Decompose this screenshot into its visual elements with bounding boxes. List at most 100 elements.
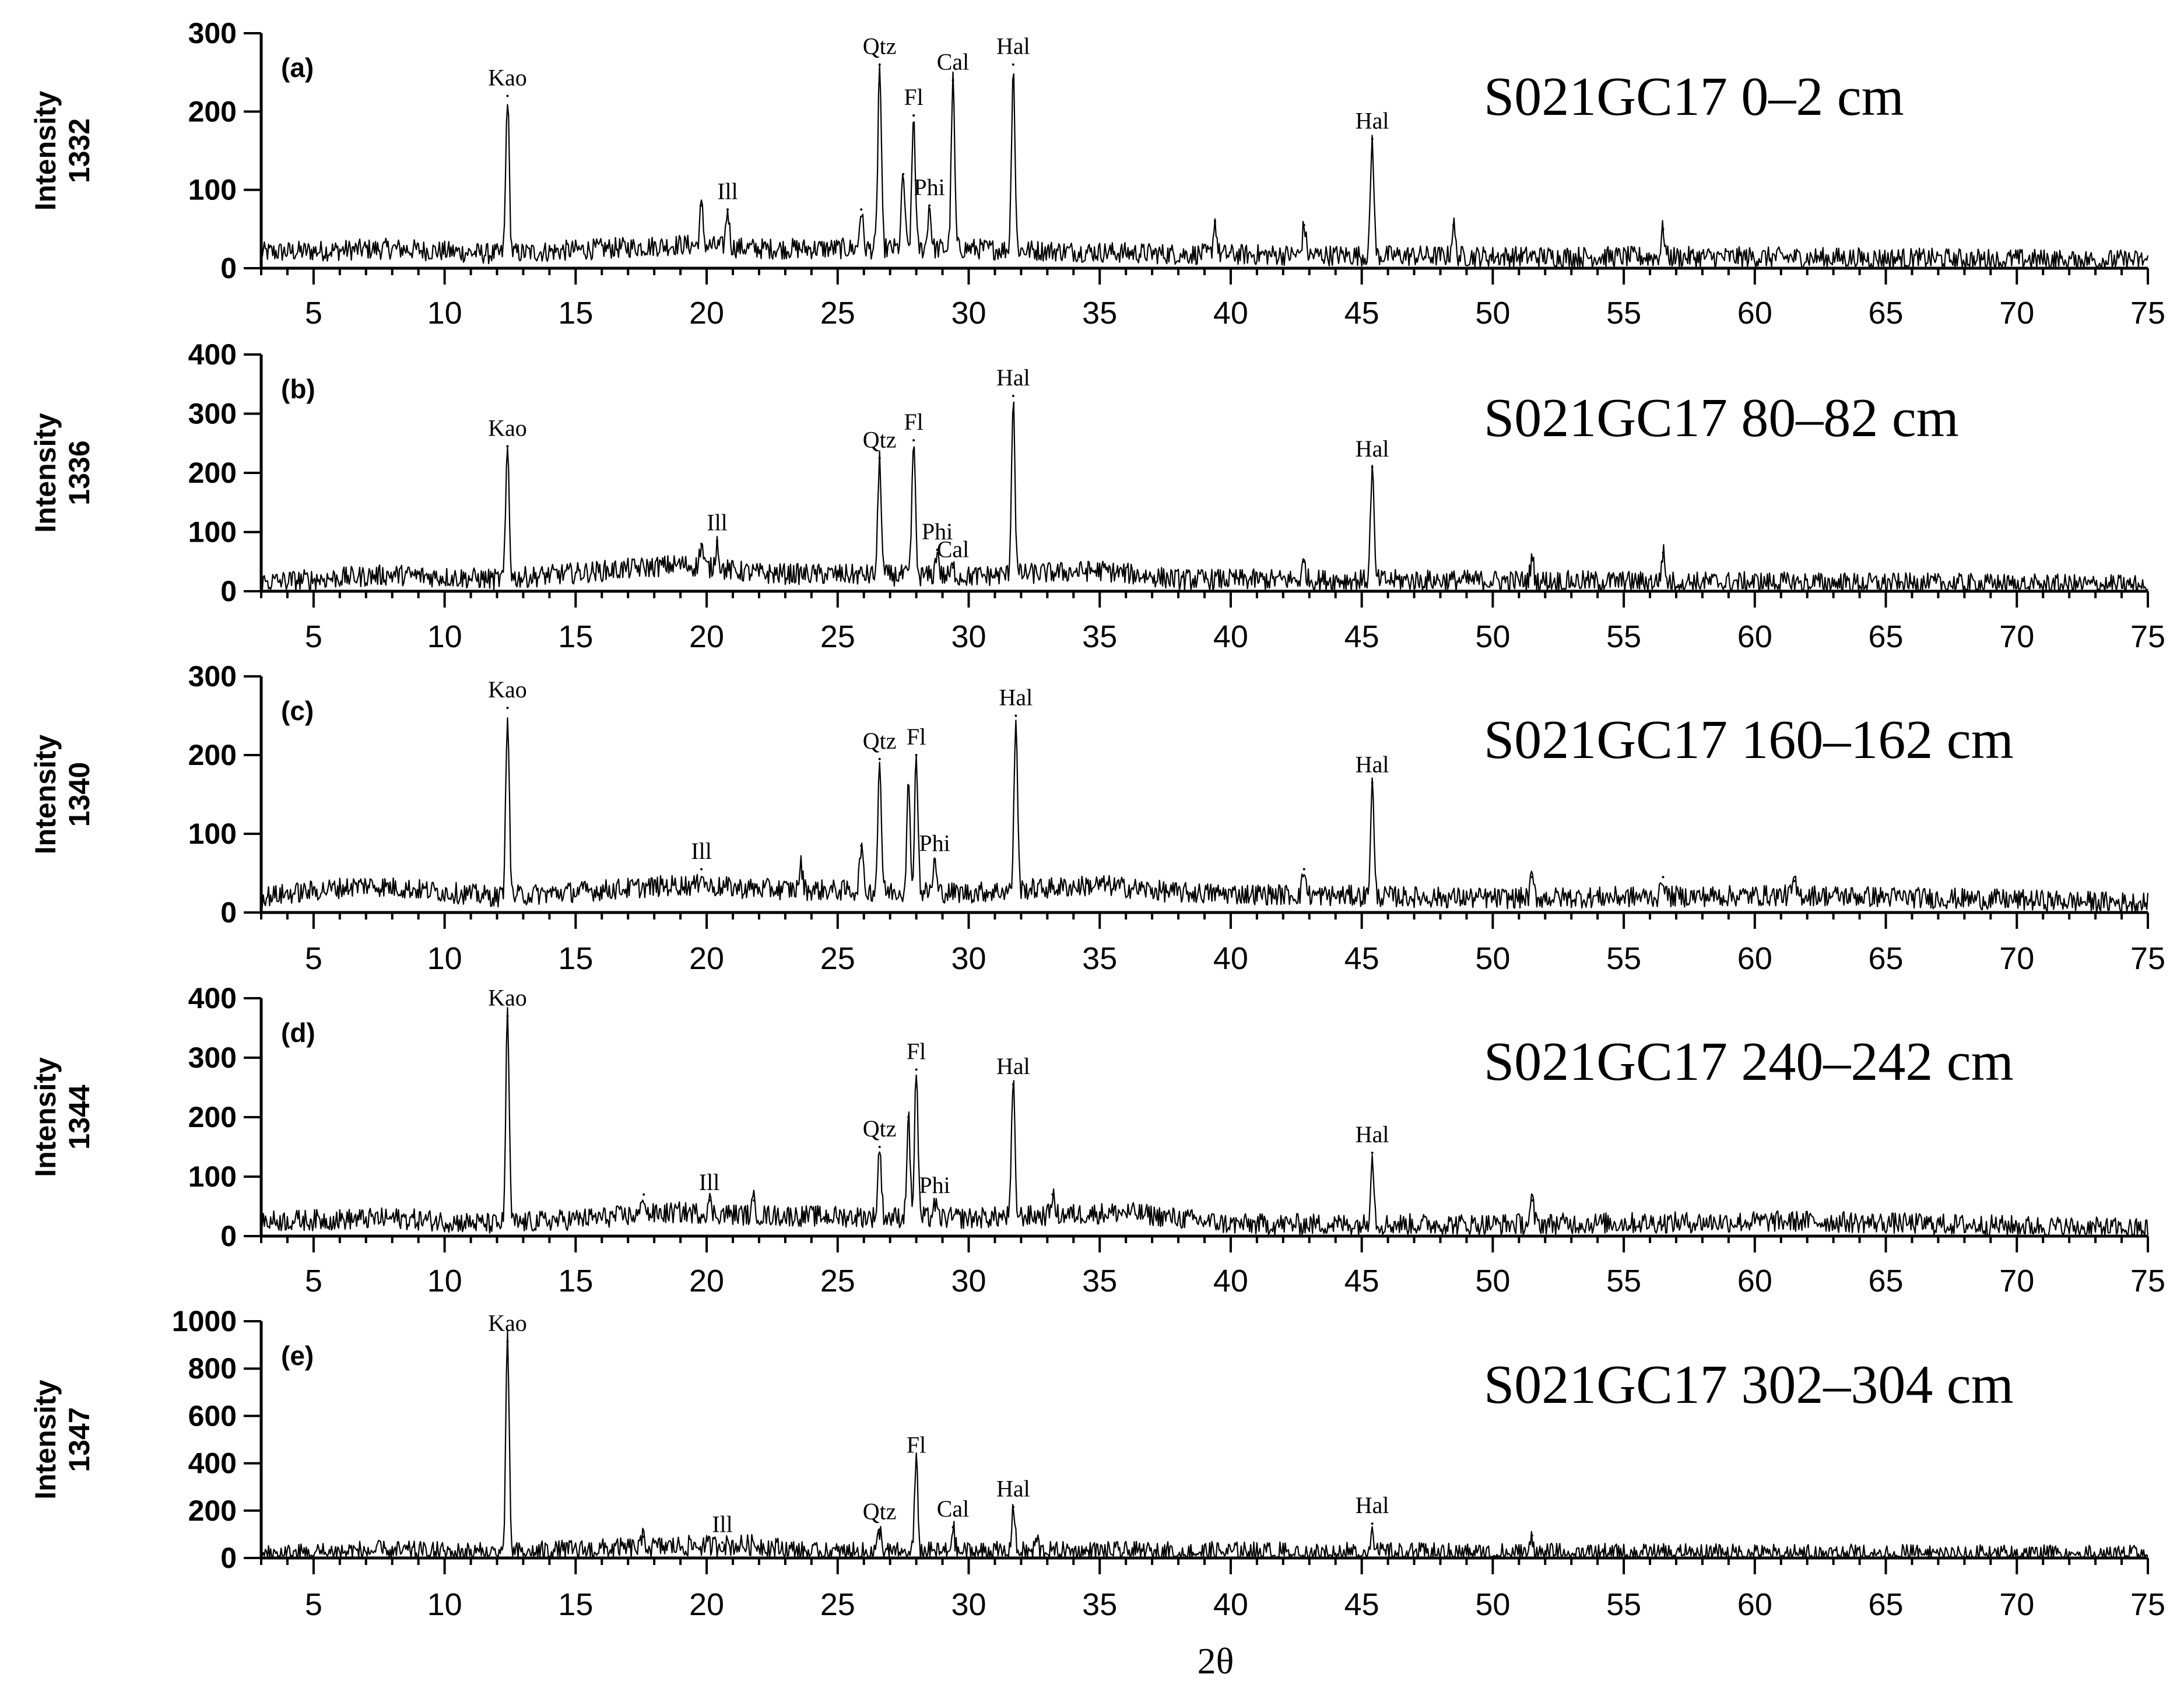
peak-point [915,1462,918,1465]
peak-label: Hal [1356,436,1389,462]
sample-title: S021GC17 240–242 cm [1484,1031,2014,1092]
x-tick-label: 50 [1475,941,1510,976]
peak-label: Kao [488,64,527,90]
peak-point [912,439,915,442]
x-tick-label: 5 [305,1264,322,1299]
x-tick-label: 55 [1606,1264,1641,1299]
peak-point [936,548,939,551]
x-tick-label: 75 [2130,619,2165,654]
peak-point [902,173,905,176]
peak-point [1530,876,1533,879]
peak-point [1371,138,1374,141]
x-tick-label: 55 [1606,1587,1641,1622]
peak-point [700,868,703,871]
sample-title: S021GC17 160–162 cm [1484,710,2014,770]
xrd-trace [260,1330,2148,1559]
x-tick-label: 45 [1344,296,1379,331]
x-tick-label: 65 [1869,1587,1904,1622]
x-tick-label: 10 [427,1264,462,1299]
peak-point [1371,1152,1374,1154]
x-tick-label: 20 [689,619,724,654]
x-tick-label: 15 [558,296,593,331]
peak-point [933,860,936,863]
y-tick-label: 400 [188,338,237,371]
xrd-trace [260,1007,2149,1237]
peak-point [878,1528,881,1531]
xrd-panel: 0 100 200 300 5 10 15 20 25 30 35 40 45 50 55 60 65 70 75 I… [29,660,2165,976]
peak-point [1302,224,1305,227]
peak-label: Qtz [863,1498,897,1524]
peak-point [1302,560,1305,563]
x-tick-label: 75 [2130,296,2165,331]
x-tick-label: 70 [1999,296,2034,331]
peak-point [708,1199,711,1202]
peak-point [915,754,918,756]
x-tick-label: 35 [1082,619,1117,654]
x-tick-label: 60 [1737,619,1772,654]
x-tick-label: 30 [951,941,986,976]
sample-title: S021GC17 0–2 cm [1484,66,1904,127]
x-tick-label: 25 [820,1264,855,1299]
peak-label: Hal [1356,107,1389,134]
xrd-trace [260,717,2149,913]
peak-point [1530,1534,1533,1537]
x-tick-label: 5 [305,1587,322,1622]
y-tick-label: 0 [220,252,237,285]
x-tick-label: 15 [558,1587,593,1622]
x-tick-label: 55 [1606,619,1641,654]
panel-label: (a) [281,52,314,83]
peak-point [1530,1199,1533,1202]
peak-label: Phi [914,174,944,201]
peak-point [860,844,863,847]
panel-label: (c) [281,696,314,726]
x-tick-label: 65 [1869,296,1904,331]
peak-point [951,79,954,82]
peak-label: Kao [488,985,527,1011]
peak-point [1012,395,1014,398]
peak-point [506,1015,509,1017]
peak-label: Kao [488,415,527,441]
panel-label: (d) [281,1017,315,1048]
y-axis-label: Intensity1332 [29,91,96,211]
x-tick-label: 15 [558,619,593,654]
peak-point [912,114,915,117]
x-tick-label: 15 [558,941,593,976]
x-tick-label: 55 [1606,941,1641,976]
peak-label: Hal [1356,1492,1389,1518]
peak-point [878,1146,881,1148]
peak-label: Cal [937,49,970,75]
peak-label: Qtz [863,1115,897,1142]
y-tick-label: 300 [188,17,237,50]
peak-point [506,707,509,709]
x-tick-label: 10 [427,619,462,654]
x-tick-label: 60 [1737,1264,1772,1299]
x-tick-label: 50 [1475,1587,1510,1622]
peak-label: Fl [904,409,923,435]
x-tick-label: 40 [1213,1264,1248,1299]
peak-label: Ill [707,510,728,536]
peak-label: Ill [691,838,712,864]
peak-point [1662,227,1665,230]
peak-point [700,204,703,207]
sample-title: S021GC17 302–304 cm [1484,1354,2014,1415]
peak-label: Phi [922,518,953,545]
x-tick-label: 50 [1475,619,1510,654]
x-tick-label: 10 [427,296,462,331]
x-tick-label: 75 [2130,941,2165,976]
x-tick-label: 30 [951,619,986,654]
x-tick-label: 35 [1082,1264,1117,1299]
x-tick-label: 40 [1213,941,1248,976]
peak-point [1793,880,1796,882]
y-axis-label: Intensity1340 [29,735,96,855]
peak-point [700,542,703,545]
y-tick-label: 800 [188,1352,237,1385]
peak-point [907,1116,910,1118]
peak-point [506,1340,509,1343]
peak-point [799,864,802,866]
peak-point [878,757,881,760]
peak-point [878,457,881,459]
xrd-panel: 0 100 200 300 400 5 10 15 20 25 30 35 40 45 50 55 60 65 70… [29,982,2165,1299]
peak-point [928,204,931,207]
peak-label: Hal [1356,1121,1389,1147]
peak-point [907,785,910,788]
